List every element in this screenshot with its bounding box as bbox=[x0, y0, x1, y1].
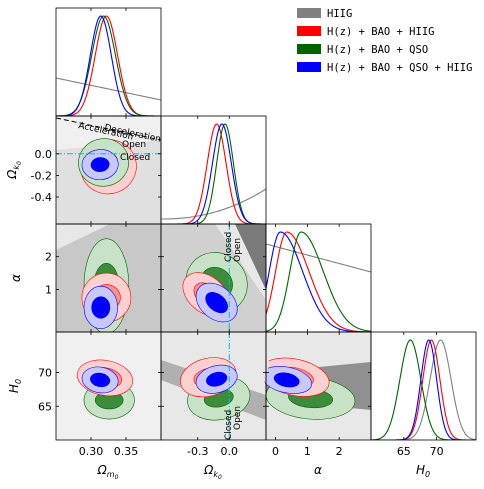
y-axis-label-h0: H0 bbox=[7, 379, 23, 393]
x-tick-label-h0: 65 bbox=[397, 445, 411, 458]
legend-swatch bbox=[297, 26, 321, 36]
y-tick-label-ok: 0.0 bbox=[35, 148, 53, 161]
x-tick-label-om: 0.30 bbox=[79, 445, 104, 458]
marginal-om-h-z-bao-qso-hiig bbox=[56, 15, 161, 116]
contour-1sigma-h-z-bao-qso-hiig bbox=[205, 292, 228, 314]
contour-fills bbox=[56, 116, 371, 440]
x-axis-label-alpha: α bbox=[314, 463, 322, 477]
x-tick-label-h0: 70 bbox=[430, 445, 444, 458]
contour-1sigma-h-z-bao-qso-hiig bbox=[90, 157, 110, 172]
legend-swatch bbox=[297, 44, 321, 54]
legend-swatch bbox=[297, 8, 321, 18]
x-tick-label-alpha: 2 bbox=[336, 445, 343, 458]
y-axis-label-alpha: α bbox=[9, 274, 23, 282]
x-tick-label-alpha: 1 bbox=[304, 445, 311, 458]
labels: 0.30 0.35 -0.3 0.0 0 1 2 65 70 -0.4 -0.2 0.0 1 2 65 70 Ω… bbox=[5, 121, 444, 481]
annotation-closed-row3: Closed bbox=[224, 410, 234, 440]
x-axis-label-ok: Ωk0 bbox=[203, 463, 222, 481]
marginal-ok-h-z-bao-hiig bbox=[161, 123, 266, 224]
x-tick-label-ok: -0.3 bbox=[187, 445, 208, 458]
y-tick-label-ok: -0.2 bbox=[31, 169, 52, 182]
deceleration-acceleration-line bbox=[56, 117, 161, 141]
marginal-alpha-h-z-bao-qso-hiig bbox=[266, 231, 371, 332]
marginal-h0-h-z-bao-qso-hiig bbox=[371, 339, 476, 440]
panel-frame bbox=[370, 331, 477, 441]
x-tick-label-ok: 0.0 bbox=[221, 445, 239, 458]
x-axis-label-om: Ωm0 bbox=[97, 463, 119, 481]
contour-1sigma-h-z-bao-qso-hiig bbox=[91, 296, 111, 319]
marginal-h0-hiig bbox=[371, 339, 476, 440]
y-tick-label-alpha: 2 bbox=[45, 251, 52, 264]
legend-swatch bbox=[297, 62, 321, 72]
x-tick-label-om: 0.35 bbox=[114, 445, 139, 458]
legend-label: H(z) + BAO + HIIG bbox=[327, 26, 434, 38]
annotation-closed: Closed bbox=[120, 153, 150, 163]
marginal-h0-h-z-bao-hiig bbox=[371, 339, 476, 440]
marginal-om-h-z-bao-hiig bbox=[56, 15, 161, 116]
panel-frames bbox=[55, 7, 477, 441]
contour-1sigma-h-z-bao-qso-hiig bbox=[90, 372, 111, 388]
annotation-open-row3: Open bbox=[233, 406, 243, 430]
marginal-om-h-z-bao-qso bbox=[56, 15, 161, 116]
marginal-ok-h-z-bao-qso bbox=[161, 123, 266, 224]
legend-label: H(z) + BAO + QSO + HIIG bbox=[327, 62, 472, 74]
y-tick-label-h0: 65 bbox=[38, 400, 52, 413]
marginal-ok-h-z-bao-qso-hiig bbox=[161, 123, 266, 224]
y-tick-label-h0: 70 bbox=[38, 367, 52, 380]
annotation-open: Open bbox=[122, 140, 146, 150]
legend-label: H(z) + BAO + QSO bbox=[327, 44, 428, 56]
marginal-alpha-h-z-bao-hiig bbox=[266, 231, 371, 332]
contour-1sigma-h-z-bao-qso-hiig bbox=[273, 372, 300, 388]
y-tick-label-alpha: 1 bbox=[45, 283, 52, 296]
x-axis-label-h0: H0 bbox=[416, 463, 430, 479]
panel-frame bbox=[160, 115, 267, 225]
marginal-om-hiig bbox=[56, 77, 161, 101]
legend-label: HIIG bbox=[327, 8, 352, 20]
annotation-closed-row2: Closed bbox=[224, 232, 234, 262]
annotation-open-row2: Open bbox=[233, 238, 243, 262]
marginal-h0-h-z-bao-qso bbox=[371, 339, 476, 440]
marginal-ok-hiig bbox=[161, 188, 266, 220]
marginal-alpha-h-z-bao-qso bbox=[266, 231, 371, 332]
y-axis-label-ok: Ωk0 bbox=[5, 161, 23, 180]
legend: HIIG H(z) + BAO + HIIG H(z) + BAO + QSO H(z… bbox=[297, 8, 472, 74]
hiig-band-dark bbox=[235, 224, 266, 290]
contour-1sigma-h-z-bao-qso-hiig bbox=[206, 371, 228, 387]
x-tick-label-alpha: 0 bbox=[272, 445, 279, 458]
y-tick-label-ok: -0.4 bbox=[31, 191, 52, 204]
